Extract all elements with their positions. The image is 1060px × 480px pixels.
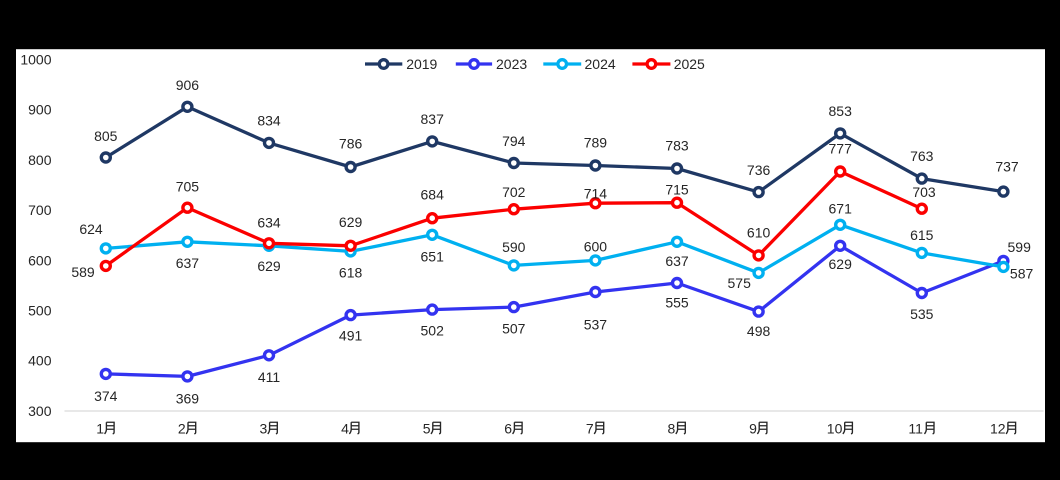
svg-text:6: 6 bbox=[504, 420, 512, 436]
svg-text:400: 400 bbox=[28, 353, 52, 369]
svg-text:618: 618 bbox=[339, 265, 363, 281]
svg-text:12: 12 bbox=[990, 420, 1006, 436]
svg-text:535: 535 bbox=[910, 306, 934, 322]
svg-text:9: 9 bbox=[749, 420, 757, 436]
svg-text:10: 10 bbox=[827, 420, 843, 436]
svg-text:906: 906 bbox=[176, 77, 200, 93]
svg-text:715: 715 bbox=[665, 181, 689, 197]
svg-text:705: 705 bbox=[176, 179, 200, 195]
svg-text:702: 702 bbox=[502, 184, 526, 200]
svg-text:589: 589 bbox=[71, 264, 95, 280]
svg-text:615: 615 bbox=[910, 227, 934, 243]
svg-text:1: 1 bbox=[96, 420, 104, 436]
svg-text:5: 5 bbox=[423, 420, 431, 436]
svg-text:491: 491 bbox=[339, 327, 363, 343]
svg-text:900: 900 bbox=[28, 102, 52, 118]
svg-text:500: 500 bbox=[28, 303, 52, 319]
svg-text:1000: 1000 bbox=[20, 52, 51, 68]
svg-text:671: 671 bbox=[829, 201, 853, 217]
svg-text:502: 502 bbox=[421, 323, 445, 339]
svg-text:700: 700 bbox=[28, 202, 52, 218]
svg-text:629: 629 bbox=[339, 214, 363, 230]
svg-text:737: 737 bbox=[995, 158, 1019, 174]
svg-text:7: 7 bbox=[586, 420, 594, 436]
svg-text:8: 8 bbox=[668, 420, 676, 436]
svg-text:783: 783 bbox=[665, 137, 689, 153]
svg-text:789: 789 bbox=[584, 134, 608, 150]
svg-text:629: 629 bbox=[257, 258, 281, 274]
svg-text:2025: 2025 bbox=[674, 56, 705, 72]
svg-text:600: 600 bbox=[584, 238, 608, 254]
svg-text:555: 555 bbox=[665, 294, 689, 310]
svg-text:2024: 2024 bbox=[585, 56, 616, 72]
svg-text:763: 763 bbox=[910, 148, 934, 164]
svg-text:2023: 2023 bbox=[496, 56, 527, 72]
svg-text:300: 300 bbox=[28, 403, 52, 419]
svg-text:624: 624 bbox=[79, 221, 103, 237]
svg-text:587: 587 bbox=[1010, 265, 1034, 281]
svg-text:651: 651 bbox=[421, 249, 445, 265]
svg-text:590: 590 bbox=[502, 239, 526, 255]
svg-text:498: 498 bbox=[747, 323, 771, 339]
svg-text:2: 2 bbox=[178, 420, 186, 436]
svg-text:714: 714 bbox=[584, 186, 608, 202]
svg-text:2019: 2019 bbox=[406, 56, 437, 72]
svg-text:600: 600 bbox=[28, 252, 52, 268]
svg-text:637: 637 bbox=[665, 253, 689, 269]
svg-text:507: 507 bbox=[502, 320, 526, 336]
svg-text:575: 575 bbox=[728, 275, 752, 291]
svg-text:599: 599 bbox=[1008, 239, 1032, 255]
svg-text:786: 786 bbox=[339, 135, 363, 151]
svg-text:837: 837 bbox=[421, 111, 445, 127]
svg-text:411: 411 bbox=[258, 369, 281, 385]
svg-text:800: 800 bbox=[28, 152, 52, 168]
svg-text:805: 805 bbox=[94, 128, 118, 144]
svg-text:637: 637 bbox=[176, 255, 200, 271]
svg-text:3: 3 bbox=[260, 420, 268, 436]
svg-text:634: 634 bbox=[257, 214, 281, 230]
svg-text:610: 610 bbox=[747, 225, 771, 241]
svg-text:629: 629 bbox=[829, 256, 853, 272]
svg-text:853: 853 bbox=[829, 103, 853, 119]
svg-text:834: 834 bbox=[257, 112, 281, 128]
svg-text:537: 537 bbox=[584, 316, 608, 332]
svg-text:684: 684 bbox=[421, 186, 445, 202]
svg-text:369: 369 bbox=[176, 390, 200, 406]
svg-text:794: 794 bbox=[502, 133, 526, 149]
svg-text:11: 11 bbox=[908, 420, 923, 436]
svg-text:4: 4 bbox=[341, 420, 349, 436]
svg-text:703: 703 bbox=[912, 184, 936, 200]
svg-text:777: 777 bbox=[829, 141, 853, 157]
svg-text:374: 374 bbox=[94, 388, 118, 404]
svg-text:736: 736 bbox=[747, 162, 771, 178]
